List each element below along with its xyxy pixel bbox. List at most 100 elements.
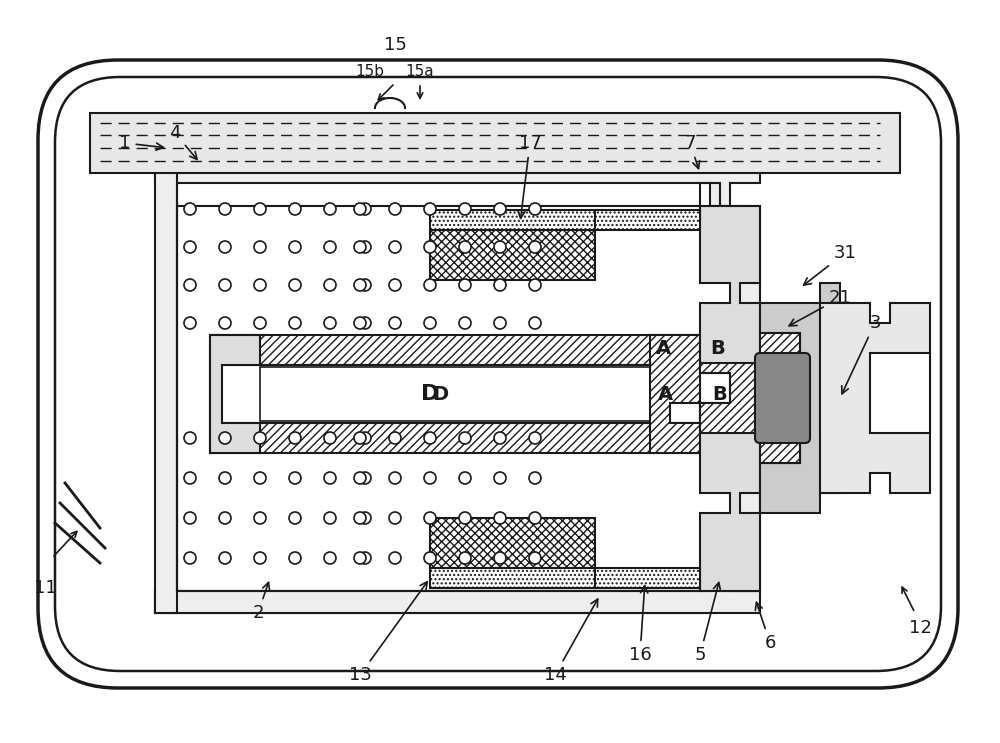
Circle shape [529, 512, 541, 524]
Bar [210, 423, 700, 453]
Circle shape [219, 512, 231, 524]
Text: 15: 15 [384, 36, 406, 54]
Bar [210, 365, 700, 423]
Circle shape [359, 512, 371, 524]
Circle shape [459, 241, 471, 253]
Circle shape [529, 279, 541, 291]
Circle shape [324, 432, 336, 444]
Bar [595, 568, 700, 588]
Circle shape [494, 552, 506, 564]
Circle shape [184, 472, 196, 484]
Text: 11: 11 [34, 579, 56, 597]
Circle shape [359, 203, 371, 215]
Circle shape [289, 472, 301, 484]
Circle shape [289, 512, 301, 524]
Circle shape [529, 432, 541, 444]
Circle shape [494, 472, 506, 484]
Text: 12: 12 [909, 619, 931, 637]
Text: A: A [655, 339, 671, 357]
Circle shape [459, 512, 471, 524]
Circle shape [254, 279, 266, 291]
Circle shape [254, 317, 266, 329]
Circle shape [219, 552, 231, 564]
FancyBboxPatch shape [38, 60, 958, 688]
Circle shape [324, 279, 336, 291]
Text: A: A [657, 384, 673, 403]
Circle shape [254, 552, 266, 564]
Bar [430, 568, 595, 588]
Circle shape [354, 241, 366, 253]
Polygon shape [155, 568, 760, 613]
Polygon shape [760, 283, 840, 513]
Circle shape [359, 279, 371, 291]
Circle shape [219, 317, 231, 329]
Circle shape [459, 203, 471, 215]
Circle shape [254, 432, 266, 444]
Circle shape [324, 472, 336, 484]
Text: 15a: 15a [406, 63, 434, 79]
Bar [870, 353, 930, 433]
Bar [430, 230, 595, 280]
Bar [820, 353, 880, 433]
Circle shape [494, 317, 506, 329]
Circle shape [459, 317, 471, 329]
Polygon shape [155, 161, 760, 206]
Circle shape [184, 203, 196, 215]
Circle shape [219, 279, 231, 291]
Polygon shape [210, 335, 260, 453]
Circle shape [424, 432, 436, 444]
Circle shape [459, 432, 471, 444]
Text: 13: 13 [349, 582, 427, 684]
Circle shape [289, 432, 301, 444]
Circle shape [354, 203, 366, 215]
Circle shape [184, 432, 196, 444]
FancyBboxPatch shape [55, 77, 941, 671]
Circle shape [359, 317, 371, 329]
Circle shape [219, 432, 231, 444]
Circle shape [459, 279, 471, 291]
Circle shape [529, 472, 541, 484]
Bar [738, 206, 760, 591]
Text: D: D [432, 384, 448, 403]
Circle shape [359, 472, 371, 484]
Circle shape [289, 279, 301, 291]
Text: 2: 2 [252, 583, 270, 622]
Circle shape [254, 472, 266, 484]
Circle shape [494, 203, 506, 215]
Text: 4: 4 [169, 124, 197, 160]
Circle shape [494, 241, 506, 253]
Circle shape [389, 512, 401, 524]
Text: B: B [711, 339, 725, 357]
Text: 14: 14 [544, 599, 598, 684]
Bar [155, 591, 710, 613]
Text: 21: 21 [789, 289, 851, 325]
Circle shape [184, 279, 196, 291]
Polygon shape [650, 335, 700, 453]
Circle shape [424, 203, 436, 215]
Circle shape [424, 241, 436, 253]
Circle shape [324, 317, 336, 329]
Circle shape [254, 203, 266, 215]
Bar [210, 335, 700, 365]
FancyBboxPatch shape [755, 353, 810, 443]
Text: 15b: 15b [356, 63, 384, 79]
Circle shape [424, 512, 436, 524]
Circle shape [424, 472, 436, 484]
Circle shape [184, 317, 196, 329]
Circle shape [424, 552, 436, 564]
Circle shape [389, 472, 401, 484]
Circle shape [424, 279, 436, 291]
Circle shape [184, 241, 196, 253]
Circle shape [389, 241, 401, 253]
Polygon shape [700, 333, 800, 463]
Circle shape [459, 552, 471, 564]
Circle shape [219, 241, 231, 253]
Circle shape [184, 552, 196, 564]
Circle shape [359, 552, 371, 564]
Text: 31: 31 [804, 244, 856, 285]
Circle shape [389, 552, 401, 564]
Text: 1: 1 [119, 134, 163, 152]
Circle shape [529, 203, 541, 215]
Circle shape [389, 317, 401, 329]
Polygon shape [700, 206, 760, 591]
